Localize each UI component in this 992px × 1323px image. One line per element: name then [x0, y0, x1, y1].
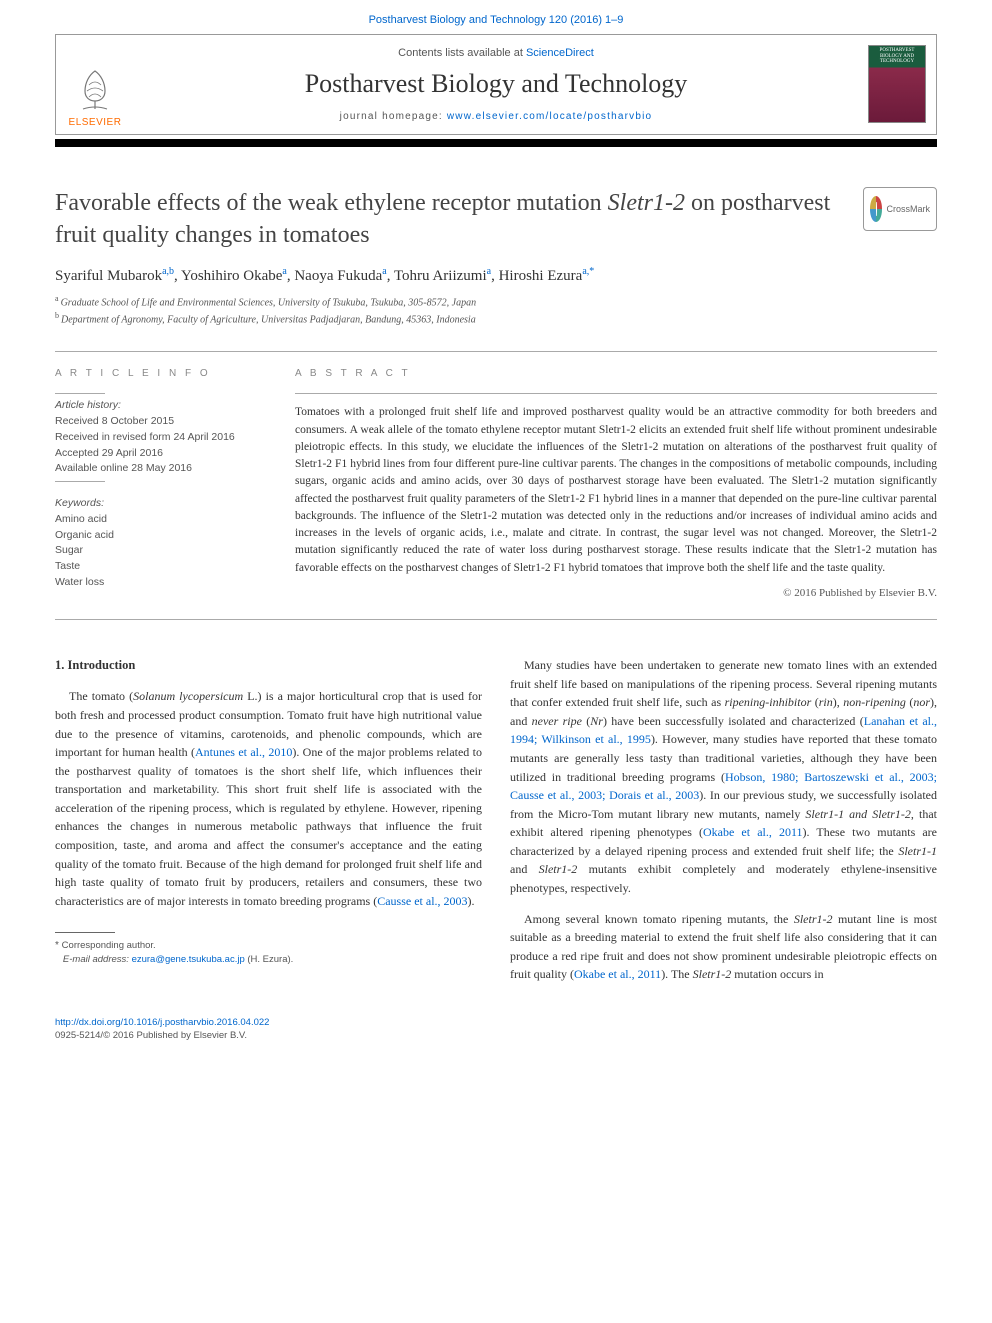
crossmark-icon	[870, 196, 882, 222]
email-name: (H. Ezura).	[245, 954, 294, 965]
abstract-text: Tomatoes with a prolonged fruit shelf li…	[295, 404, 937, 577]
body-columns: 1. Introduction The tomato (Solanum lyco…	[55, 656, 937, 996]
ref-okabe2[interactable]: Okabe et al., 2011	[574, 967, 661, 981]
author-3-sup[interactable]: a	[487, 266, 491, 277]
journal-header: ELSEVIER Contents lists available at Sci…	[55, 34, 937, 135]
author-2: Naoya Fukuda	[294, 268, 382, 284]
email-link[interactable]: ezura@gene.tsukuba.ac.jp	[132, 954, 245, 965]
crossmark-badge[interactable]: CrossMark	[863, 187, 937, 231]
elsevier-logo: ELSEVIER	[56, 35, 134, 134]
affiliation-a: aGraduate School of Life and Environment…	[55, 293, 937, 310]
issn-line: 0925-5214/© 2016 Published by Elsevier B…	[55, 1030, 247, 1041]
header-center: Contents lists available at ScienceDirec…	[146, 47, 846, 122]
abstract-label: A B S T R A C T	[295, 368, 937, 379]
ref-okabe1[interactable]: Okabe et al., 2011	[703, 825, 803, 839]
crossmark-text: CrossMark	[886, 204, 930, 214]
sciencedirect-link[interactable]: ScienceDirect	[526, 47, 594, 59]
title-pre: Favorable effects of the weak ethylene r…	[55, 190, 608, 216]
contents-line: Contents lists available at ScienceDirec…	[146, 47, 846, 59]
authors: Syariful Mubaroka,b, Yoshihiro Okabea, N…	[55, 266, 937, 285]
title-gene: Sletr1-2	[608, 190, 685, 216]
copyright: © 2016 Published by Elsevier B.V.	[295, 587, 937, 599]
kw-1: Organic acid	[55, 529, 114, 541]
homepage-line: journal homepage: www.elsevier.com/locat…	[146, 111, 846, 122]
journal-cover: POSTHARVEST BIOLOGY AND TECHNOLOGY	[868, 45, 926, 123]
footnote-sep	[55, 932, 115, 933]
homepage-prefix: journal homepage:	[340, 111, 447, 122]
abstract-hr	[295, 393, 937, 394]
affiliations: aGraduate School of Life and Environment…	[55, 293, 937, 328]
info-label: A R T I C L E I N F O	[55, 368, 261, 379]
author-4: Hiroshi Ezura	[499, 268, 583, 284]
journal-citation: Postharvest Biology and Technology 120 (…	[55, 0, 937, 34]
affiliation-b: bDepartment of Agronomy, Faculty of Agri…	[55, 310, 937, 327]
kw-2: Sugar	[55, 544, 83, 556]
journal-title: Postharvest Biology and Technology	[146, 69, 846, 99]
col2-p2: Among several known tomato ripening muta…	[510, 910, 937, 984]
email-label: E-mail address:	[63, 954, 132, 965]
info-abstract-row: A R T I C L E I N F O Article history: R…	[55, 368, 937, 599]
ref-antunes[interactable]: Antunes et al., 2010	[195, 745, 292, 759]
kw-4: Water loss	[55, 576, 104, 588]
col2-p1: Many studies have been undertaken to gen…	[510, 656, 937, 898]
author-3: Tohru Ariizumi	[394, 268, 487, 284]
info-hr	[55, 393, 105, 394]
abstract: A B S T R A C T Tomatoes with a prolonge…	[295, 368, 937, 599]
ref-causse[interactable]: Causse et al., 2003	[377, 894, 467, 908]
author-4-sup[interactable]: a,*	[582, 266, 594, 277]
title-row: Favorable effects of the weak ethylene r…	[55, 187, 937, 252]
intro-heading: 1. Introduction	[55, 656, 482, 675]
divider	[55, 351, 937, 352]
intro-p1: The tomato (Solanum lycopersicum L.) is …	[55, 687, 482, 910]
history-3: Available online 28 May 2016	[55, 462, 192, 474]
info-hr2	[55, 481, 105, 482]
contents-prefix: Contents lists available at	[398, 47, 526, 59]
tree-icon	[71, 65, 119, 113]
corr-author: Corresponding author.	[62, 940, 156, 951]
history-label: Article history:	[55, 399, 121, 411]
author-1: Yoshihiro Okabe	[181, 268, 282, 284]
history-1: Received in revised form 24 April 2016	[55, 431, 235, 443]
info-block: Article history: Received 8 October 2015…	[55, 393, 261, 590]
author-0-sup[interactable]: a,b	[162, 266, 174, 277]
doi-link[interactable]: http://dx.doi.org/10.1016/j.postharvbio.…	[55, 1017, 269, 1028]
author-1-sup[interactable]: a	[282, 266, 286, 277]
elsevier-text: ELSEVIER	[69, 117, 122, 128]
header-bar	[55, 139, 937, 147]
homepage-link[interactable]: www.elsevier.com/locate/postharvbio	[447, 111, 652, 122]
article-title: Favorable effects of the weak ethylene r…	[55, 187, 845, 252]
body-col-left: 1. Introduction The tomato (Solanum lyco…	[55, 656, 482, 996]
bottom-info: http://dx.doi.org/10.1016/j.postharvbio.…	[55, 1016, 937, 1043]
kw-0: Amino acid	[55, 513, 107, 525]
cover-title: POSTHARVEST BIOLOGY AND TECHNOLOGY	[871, 48, 923, 65]
author-2-sup[interactable]: a	[382, 266, 386, 277]
kw-label: Keywords:	[55, 496, 261, 512]
footnote: * Corresponding author. E-mail address: …	[55, 939, 482, 966]
full-divider	[55, 619, 937, 620]
body-col-right: Many studies have been undertaken to gen…	[510, 656, 937, 996]
history-2: Accepted 29 April 2016	[55, 447, 163, 459]
author-0: Syariful Mubarok	[55, 268, 162, 284]
history-0: Received 8 October 2015	[55, 415, 174, 427]
kw-3: Taste	[55, 560, 80, 572]
article-info: A R T I C L E I N F O Article history: R…	[55, 368, 261, 599]
